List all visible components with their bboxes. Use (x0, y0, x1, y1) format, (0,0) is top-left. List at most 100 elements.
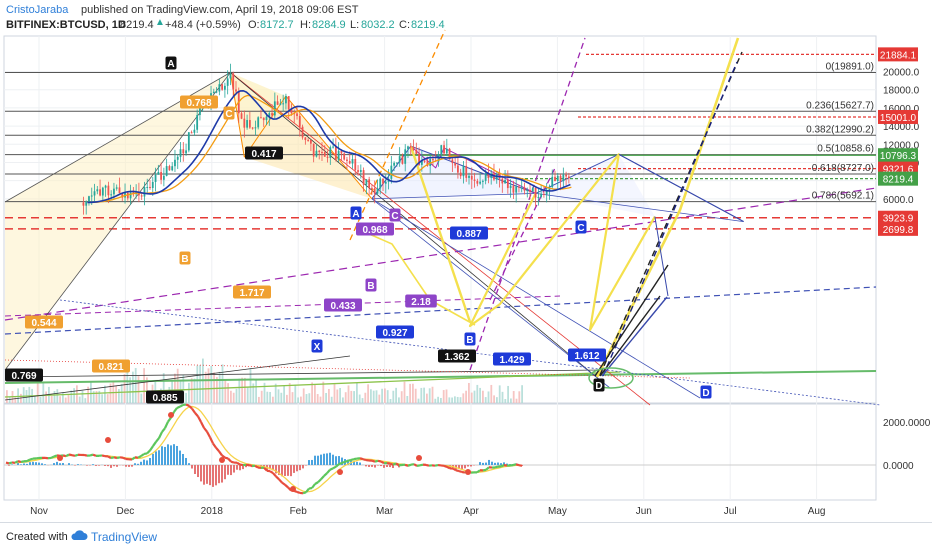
candle-body (543, 194, 545, 195)
volume-bar (23, 387, 25, 403)
candle-body (463, 166, 465, 176)
macd-histogram-bar (479, 462, 481, 465)
macd-line-segment (6, 463, 9, 464)
volume-bar (513, 391, 515, 403)
candle-body (307, 140, 309, 141)
macd-histogram-bar (488, 460, 490, 465)
candle-body (537, 197, 539, 198)
candle-body (443, 145, 445, 153)
candle-body (454, 163, 456, 165)
candle-body (382, 178, 384, 183)
macd-histogram-bar (143, 460, 145, 465)
candle-body (277, 101, 279, 104)
macd-line-segment (405, 465, 408, 466)
candle-body (451, 159, 453, 163)
tradingview-brand[interactable]: TradingView (91, 530, 157, 544)
candle-body (482, 181, 484, 182)
volume-bar (28, 387, 30, 403)
candle-body (321, 152, 323, 153)
volume-bar (370, 389, 372, 403)
author-name[interactable]: CristoJaraba (6, 4, 68, 16)
volume-bar (462, 393, 464, 403)
candle-body (299, 116, 301, 127)
candle-body (113, 189, 115, 195)
candle-body (224, 86, 226, 90)
volume-bar (104, 386, 106, 403)
macd-histogram-bar (317, 456, 319, 465)
volume-bar (390, 399, 392, 403)
macd-line-segment (114, 457, 117, 458)
candle-body (241, 113, 243, 118)
candle-body (235, 89, 237, 91)
volume-bar (460, 397, 462, 403)
macd-histogram-bar (314, 456, 316, 465)
macd-line-segment (408, 465, 411, 466)
volume-bar (286, 395, 288, 403)
volume-bar (485, 397, 487, 403)
macd-line-segment (360, 458, 363, 459)
ratio-label: 2.18 (411, 297, 431, 308)
macd-line-segment (363, 459, 366, 460)
macd-histogram-bar (98, 465, 100, 466)
macd-line-segment (417, 465, 420, 466)
macd-line-segment (111, 457, 114, 458)
macd-histogram-bar (44, 464, 46, 465)
macd-line-segment (84, 455, 87, 456)
volume-bar (392, 391, 394, 403)
macd-histogram-bar (332, 455, 334, 465)
macd-histogram-bar (209, 465, 211, 485)
last-price: 8219.4 (120, 19, 154, 31)
macd-histogram-bar (461, 465, 463, 469)
volume-bar (502, 392, 504, 403)
macd-histogram-bar (359, 463, 361, 465)
volume-bar (213, 372, 215, 403)
macd-line-segment (393, 463, 396, 464)
volume-bar (437, 397, 439, 403)
macd-line-segment (390, 464, 393, 465)
macd-histogram-bar (323, 454, 325, 465)
volume-bar (107, 394, 109, 403)
macd-histogram-bar (26, 464, 28, 465)
x-tick-label: Mar (376, 506, 394, 517)
macd-histogram-bar (125, 465, 127, 467)
volume-bar (409, 384, 411, 403)
candle-body (177, 157, 179, 160)
ratio-label: 0.417 (251, 149, 276, 160)
macd-line-segment (414, 464, 417, 466)
macd-cross-dot (105, 437, 111, 443)
candle-body (501, 179, 503, 184)
candle-body (404, 149, 406, 164)
macd-histogram-bar (176, 446, 178, 465)
candle-body (227, 78, 229, 85)
volume-bar (482, 391, 484, 403)
macd-histogram-bar (158, 450, 160, 465)
macd-line-segment (516, 464, 519, 465)
candle-body (230, 73, 232, 78)
candle-body (130, 192, 132, 198)
volume-bar (118, 389, 120, 403)
macd-histogram-bar (107, 465, 109, 466)
macd-histogram-bar (467, 465, 469, 467)
candle-body (96, 189, 98, 191)
macd-histogram-bar (200, 465, 202, 481)
candle-body (91, 195, 93, 196)
macd-histogram-bar (182, 454, 184, 465)
volume-bar (101, 394, 103, 403)
volume-bar (311, 382, 313, 403)
candle-body (243, 119, 245, 128)
candle-body (196, 115, 198, 130)
macd-histogram-bar (299, 465, 301, 470)
candle-body (374, 188, 376, 193)
pattern-point-c: C (225, 109, 232, 120)
macd-line-segment (381, 462, 384, 464)
macd-histogram-bar (74, 465, 76, 466)
candle-body (188, 132, 190, 150)
ratio-label: 0.433 (330, 301, 355, 312)
candle-body (407, 146, 409, 149)
ratio-label: 1.429 (499, 355, 524, 366)
volume-bar (272, 397, 274, 403)
candle-body (102, 188, 104, 196)
candle-body (318, 151, 320, 152)
volume-bar (250, 368, 252, 403)
candle-body (163, 176, 165, 180)
